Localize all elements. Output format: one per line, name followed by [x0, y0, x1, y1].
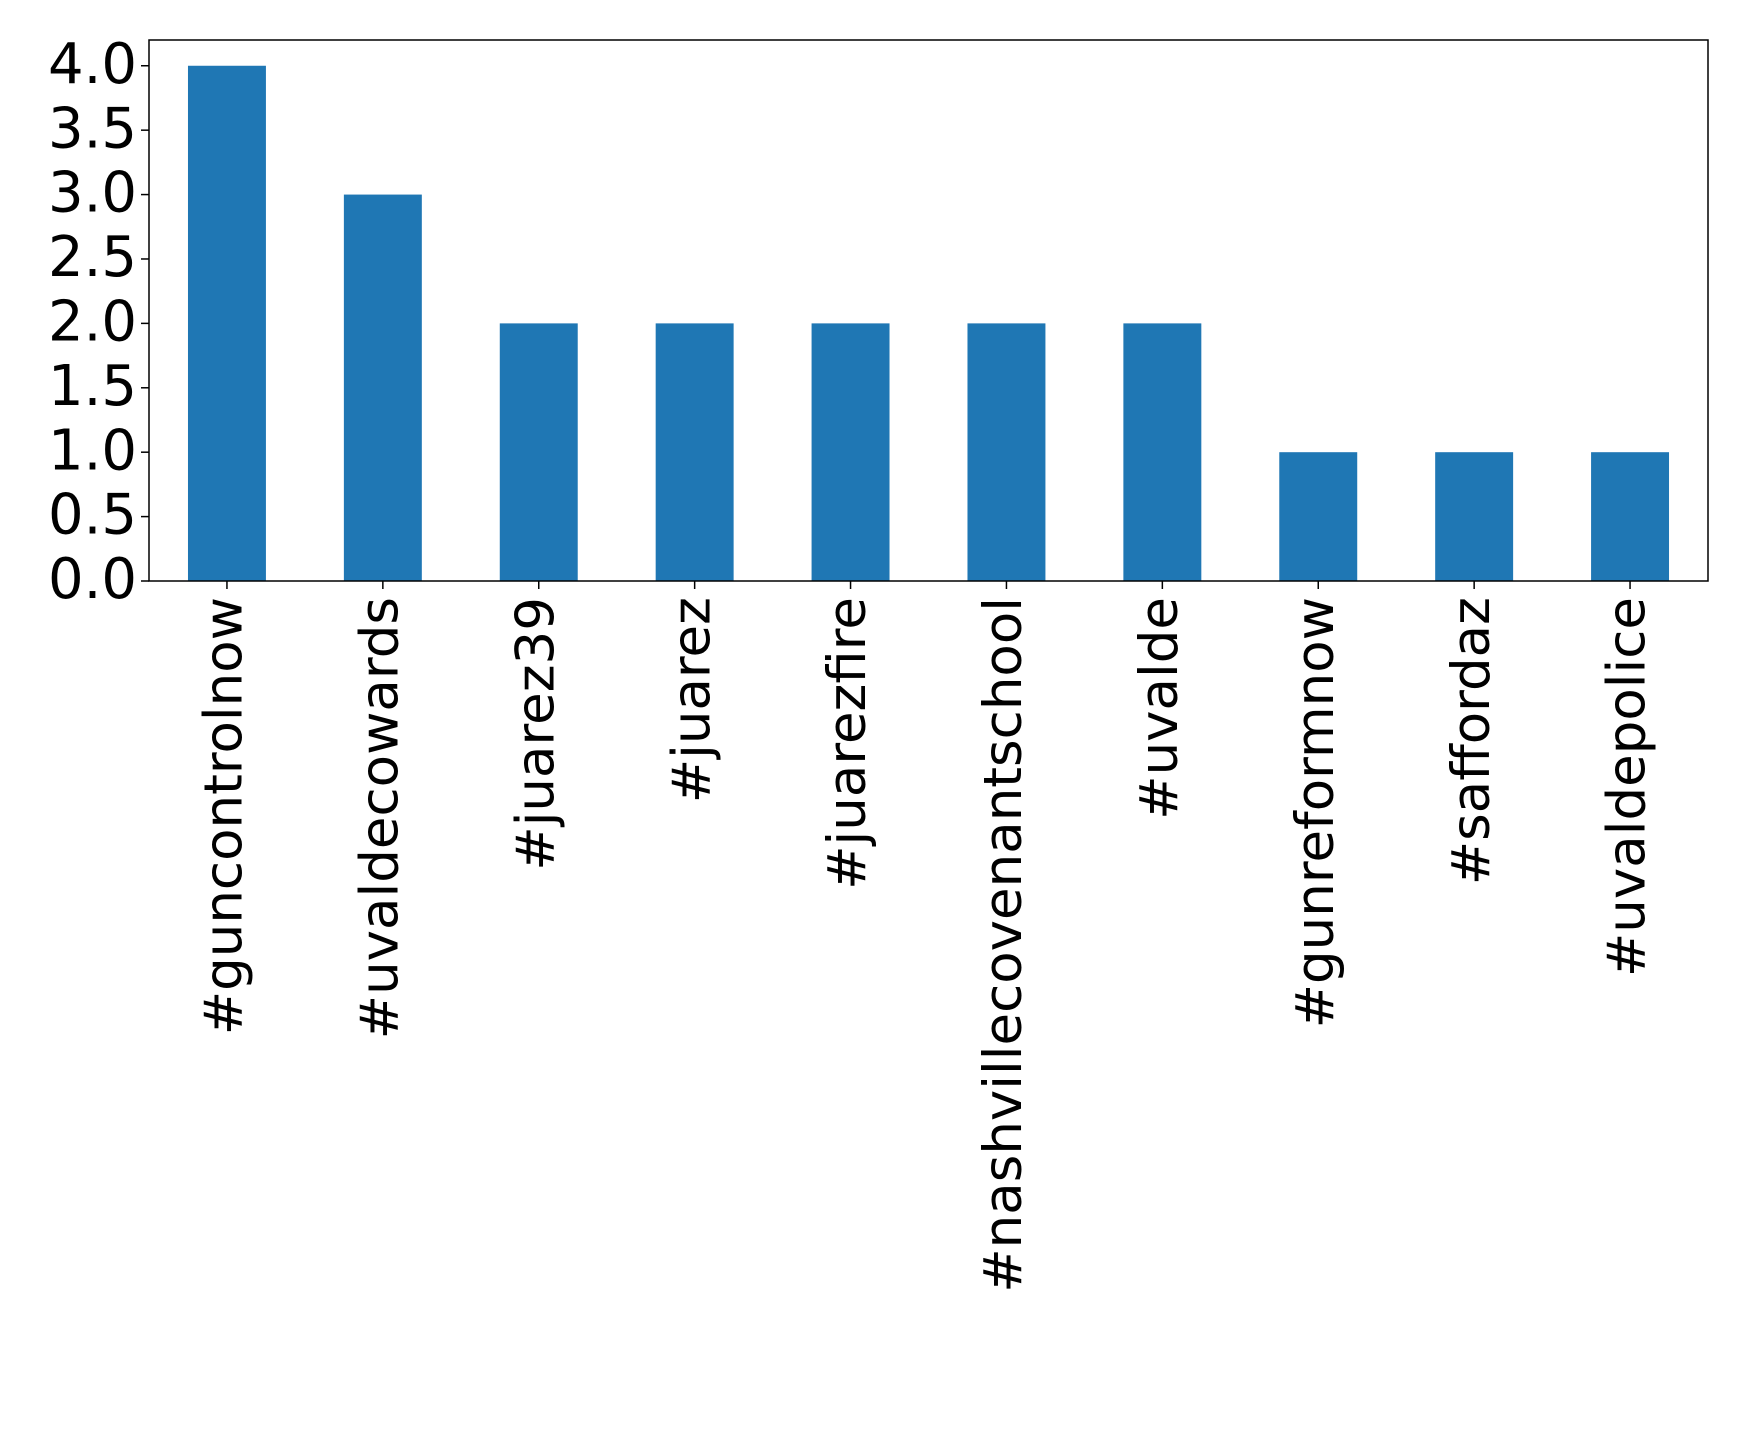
x-tick-label: #nashvillecovenantschool — [973, 597, 1034, 1293]
x-tick-label: #uvaldepolice — [1597, 597, 1658, 977]
x-tick-label: #juarez — [661, 597, 722, 803]
y-tick-label: 1.5 — [48, 354, 137, 419]
bar — [343, 194, 422, 582]
x-tick-label: #uvalde — [1129, 597, 1190, 820]
y-tick-label: 4.0 — [48, 32, 137, 97]
x-tick-label: #uvaldecowards — [349, 597, 410, 1039]
bar — [1279, 452, 1358, 581]
y-tick-label: 0.0 — [48, 547, 137, 612]
x-tick-label: #saffordaz — [1441, 597, 1502, 885]
bar — [1123, 323, 1202, 581]
y-tick-label: 3.0 — [48, 161, 137, 226]
bar — [811, 323, 890, 581]
y-tick-label: 2.0 — [48, 290, 137, 355]
bar — [187, 65, 266, 581]
x-tick-label: #juarezfire — [817, 597, 878, 890]
bar — [1435, 452, 1514, 581]
y-tick-label: 1.0 — [48, 418, 137, 483]
y-tick-label: 3.5 — [48, 96, 137, 161]
x-tick-label: #juarez39 — [505, 597, 566, 871]
plot-frame — [148, 39, 1709, 582]
x-tick-label: #guncontrolnow — [194, 597, 255, 1035]
bar — [1591, 452, 1670, 581]
bar — [655, 323, 734, 581]
x-tick-label: #gunreformnow — [1285, 597, 1346, 1028]
y-tick-label: 2.5 — [48, 225, 137, 290]
bar — [967, 323, 1046, 581]
bar — [499, 323, 578, 581]
y-tick-label: 0.5 — [48, 483, 137, 548]
